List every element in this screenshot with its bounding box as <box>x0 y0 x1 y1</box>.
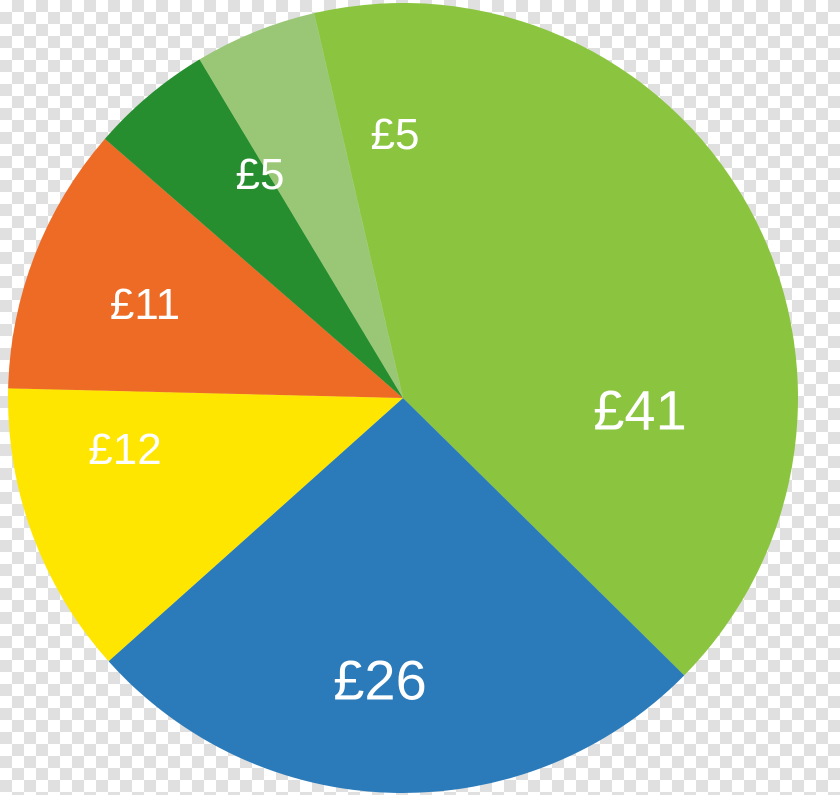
slice-label: £5 <box>236 150 285 200</box>
slice-label: £12 <box>88 425 161 475</box>
slice-label: £26 <box>333 648 426 713</box>
slice-label: £5 <box>371 110 420 160</box>
slice-label: £11 <box>110 280 180 330</box>
slice-label: £41 <box>593 378 686 443</box>
pie-chart: £41 £26 £12 £11 £5 £5 <box>0 0 840 795</box>
